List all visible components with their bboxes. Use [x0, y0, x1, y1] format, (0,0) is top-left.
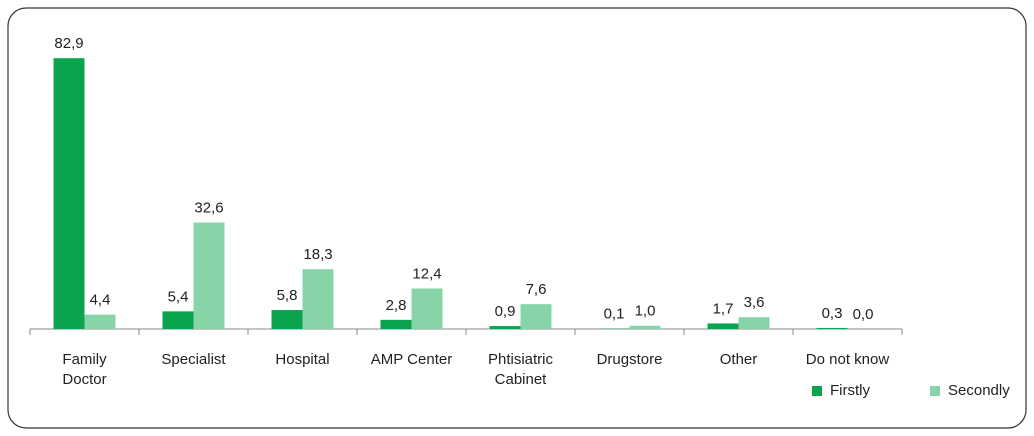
bar — [53, 58, 85, 330]
bar — [271, 310, 303, 329]
value-label: 4,4 — [90, 292, 111, 309]
value-label: 3,6 — [744, 294, 765, 311]
value-label: 1,0 — [635, 303, 656, 320]
value-label: 0,9 — [495, 303, 516, 320]
x-tick-label: Phtisiatric Cabinet — [487, 351, 554, 388]
legend-label: Secondly — [948, 382, 1010, 399]
value-label: 0,3 — [822, 305, 843, 322]
legend-label: Firstly — [830, 382, 870, 399]
value-label: 7,6 — [526, 281, 547, 298]
value-label: 32,6 — [194, 199, 223, 216]
value-label: 2,8 — [386, 297, 407, 314]
bar — [707, 323, 739, 329]
value-label: 5,8 — [277, 287, 298, 304]
x-tick-label: AMP Center — [370, 351, 453, 368]
value-label: 5,4 — [168, 288, 189, 305]
bar — [629, 325, 661, 329]
legend-swatch — [812, 386, 822, 396]
value-label: 1,7 — [713, 300, 734, 317]
x-tick-label: Other — [719, 351, 758, 368]
legend-swatch — [930, 386, 940, 396]
bar — [84, 314, 116, 329]
x-tick-label: Do not know — [805, 351, 890, 368]
value-label: 0,1 — [604, 306, 625, 323]
bar — [816, 328, 848, 329]
x-tick-label: Drugstore — [596, 351, 663, 368]
bar — [302, 269, 334, 329]
value-label: 18,3 — [303, 246, 332, 263]
bar — [162, 311, 194, 329]
bar — [489, 326, 521, 329]
x-tick-label: Specialist — [161, 351, 226, 368]
x-tick-label: Hospital — [275, 351, 330, 368]
bar — [738, 317, 770, 329]
bar — [520, 304, 552, 329]
value-label: 12,4 — [412, 265, 441, 282]
x-tick-label: Family Doctor — [62, 351, 107, 388]
value-label: 82,9 — [54, 35, 83, 52]
bar — [380, 319, 412, 329]
value-label: 0,0 — [853, 306, 874, 323]
chart-frame — [7, 7, 1027, 429]
bar — [193, 222, 225, 329]
bar — [411, 288, 443, 329]
